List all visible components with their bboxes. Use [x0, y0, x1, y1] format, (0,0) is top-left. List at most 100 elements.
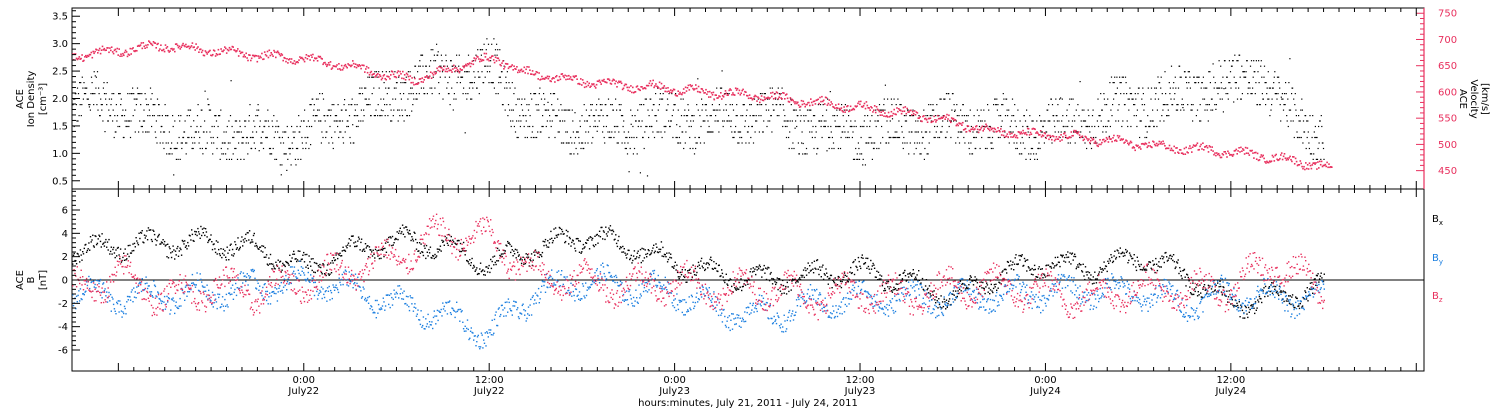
velocity-point [890, 110, 893, 113]
ion-density-point [761, 93, 763, 95]
velocity-point [994, 128, 997, 131]
bx-point [446, 242, 449, 244]
ion-density-point [371, 76, 373, 78]
bx-point [269, 263, 271, 265]
bx-point [435, 256, 437, 259]
bx-point [469, 264, 472, 267]
bx-point [227, 252, 229, 254]
bx-point [1084, 278, 1086, 281]
velocity-point [1163, 142, 1165, 145]
velocity-point [176, 44, 179, 47]
ion-density-point [1293, 136, 1295, 139]
ion-density-point [1106, 104, 1108, 106]
bx-point [380, 257, 382, 260]
velocity-point [837, 103, 840, 105]
bx-point [158, 233, 160, 236]
velocity-point [452, 68, 454, 70]
ion-density-point [998, 115, 1000, 117]
velocity-point [197, 46, 199, 48]
ion-density-point [457, 71, 459, 73]
bx-point [795, 280, 798, 282]
ion-density-point [344, 99, 346, 101]
ion-density-point [507, 115, 509, 117]
bx-point [451, 243, 453, 245]
bx-point [183, 243, 185, 245]
ion-density-point [177, 158, 179, 160]
ion-density-point [248, 120, 250, 122]
ion-density-point [1279, 87, 1281, 89]
bx-point [1087, 277, 1090, 279]
bx-point [628, 249, 630, 252]
ion-density-point [679, 142, 682, 144]
ion-density-point [1241, 65, 1243, 67]
ion-density-point [433, 60, 435, 62]
ion-density-point [940, 131, 942, 133]
ion-density-point [671, 115, 673, 117]
ion-density-point [794, 127, 796, 129]
ion-density-point [155, 120, 157, 122]
ion-density-point [351, 104, 353, 106]
velocity-point [454, 67, 456, 69]
velocity-point [115, 50, 118, 53]
velocity-point [464, 65, 466, 67]
ion-density-point [828, 136, 830, 139]
velocity-point [266, 50, 269, 53]
velocity-point [663, 85, 666, 87]
bx-point [807, 262, 809, 264]
velocity-point [1226, 156, 1228, 158]
ion-density-point [596, 130, 598, 132]
ion-density-point [1315, 136, 1317, 139]
velocity-point [488, 59, 490, 62]
ion-density-point [834, 120, 836, 122]
ion-density-point [1080, 120, 1082, 122]
ion-density-point [1252, 76, 1254, 78]
ion-density-point [1239, 76, 1241, 78]
ion-density-point [871, 115, 873, 117]
bx-point [459, 242, 462, 245]
ion-density-point [1115, 93, 1117, 95]
bx-point [194, 233, 197, 236]
velocity-point [942, 116, 945, 118]
ion-density-point [655, 115, 657, 117]
bx-point [688, 269, 690, 271]
velocity-point [1045, 137, 1047, 139]
velocity-point [265, 55, 268, 57]
velocity-point [1002, 134, 1005, 137]
ion-density-point [611, 131, 613, 133]
bx-point [541, 251, 544, 254]
ion-density-point [888, 142, 890, 144]
ion-density-point [389, 104, 391, 106]
velocity-point [1242, 148, 1244, 150]
ion-density-point [969, 153, 971, 155]
ion-density-point [139, 93, 141, 95]
velocity-point [925, 119, 928, 121]
velocity-point [606, 78, 609, 80]
bx-point [853, 260, 855, 263]
ion-density-point [1261, 93, 1263, 95]
ion-density-point [272, 147, 274, 150]
bx-point [360, 238, 363, 240]
ion-density-point [1117, 109, 1119, 111]
ion-density-point [231, 158, 233, 160]
bx-point [289, 260, 292, 262]
ion-density-point [477, 49, 479, 51]
velocity-point [897, 110, 899, 113]
bx-point [1084, 266, 1087, 268]
bx-point [320, 266, 322, 269]
velocity-point [775, 91, 778, 93]
ion-density-point [185, 142, 187, 144]
ion-density-point [370, 115, 372, 117]
ion-density-point [257, 104, 259, 106]
bx-point [414, 232, 416, 234]
ion-density-point [1094, 142, 1096, 144]
velocity-point [443, 65, 446, 68]
ion-density-point [847, 131, 849, 133]
velocity-point [889, 115, 892, 117]
ion-density-point [506, 87, 508, 89]
ion-density-point [804, 153, 806, 155]
velocity-point [712, 91, 715, 94]
bx-point [1058, 261, 1060, 264]
ion-density-point [903, 136, 905, 139]
velocity-point [1128, 143, 1130, 146]
velocity-point [505, 63, 508, 65]
